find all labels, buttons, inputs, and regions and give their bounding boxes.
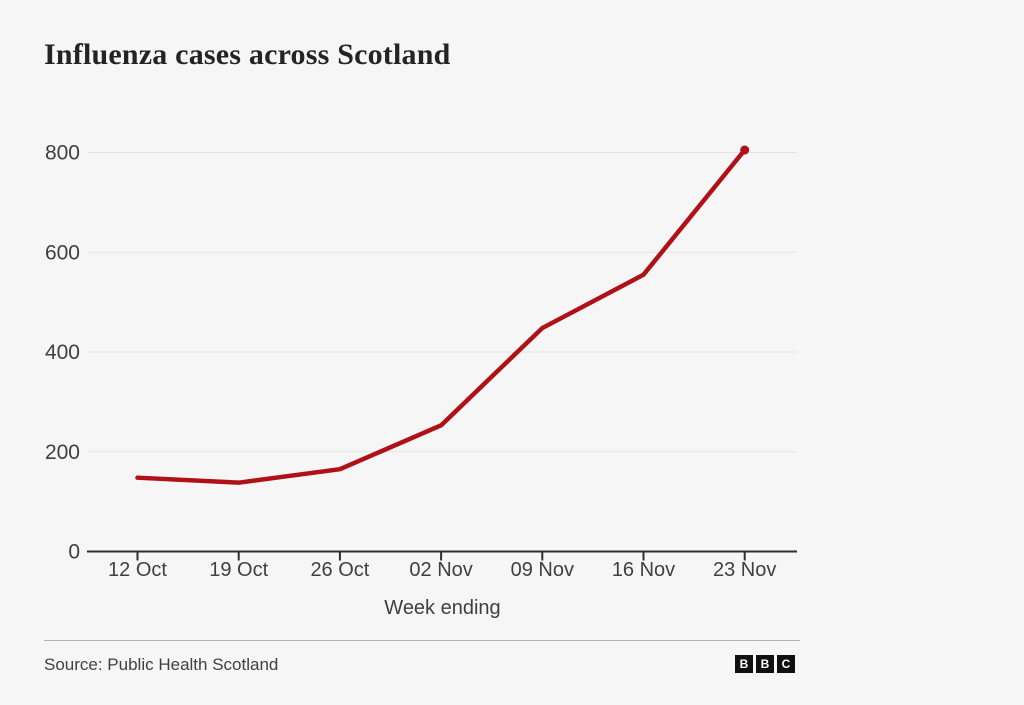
x-tick-label: 02 Nov	[409, 559, 472, 581]
x-tick-label: 12 Oct	[108, 559, 167, 581]
y-tick-label: 400	[45, 341, 80, 364]
bbc-logo-block-c: C	[777, 655, 795, 673]
chart-title: Influenza cases across Scotland	[44, 38, 451, 71]
x-tick-label: 26 Oct	[310, 559, 369, 581]
x-tick-label: 16 Nov	[612, 559, 675, 581]
y-tick-label: 200	[45, 441, 80, 464]
footer-divider	[44, 640, 800, 641]
x-tick-label: 23 Nov	[713, 559, 776, 581]
y-tick-label: 0	[68, 541, 80, 564]
series-line	[135, 147, 747, 485]
y-tick-label: 800	[45, 142, 80, 165]
last-point-marker	[740, 145, 750, 155]
bbc-logo-block-b2: B	[756, 655, 774, 673]
x-tick-label: 09 Nov	[511, 559, 574, 581]
x-axis-title: Week ending	[384, 597, 500, 619]
bbc-logo-block-b1: B	[735, 655, 753, 673]
bbc-logo: B B C	[735, 655, 795, 673]
source-attribution: Source: Public Health Scotland	[44, 655, 279, 674]
y-tick-label: 600	[45, 241, 80, 264]
x-tick-label: 19 Oct	[209, 559, 268, 581]
